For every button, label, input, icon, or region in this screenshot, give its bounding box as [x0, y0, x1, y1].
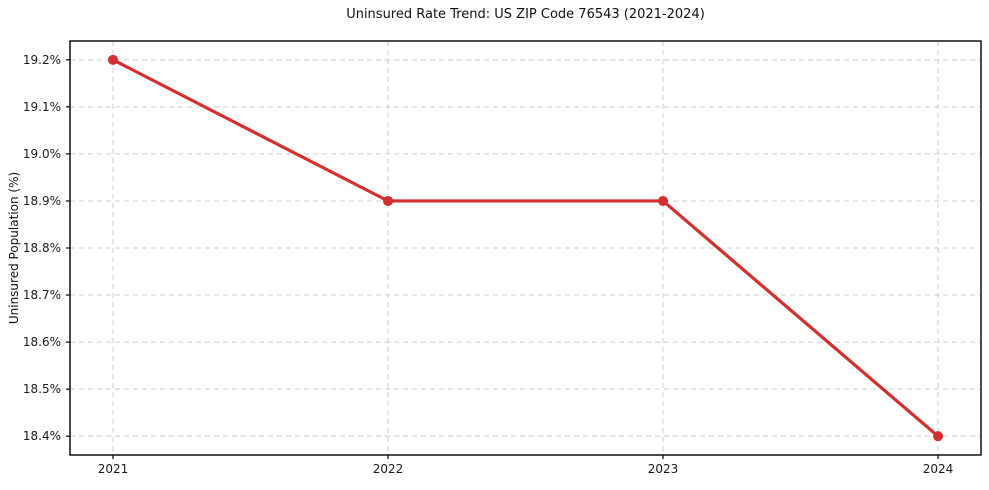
data-point-marker [658, 195, 668, 206]
data-point-marker [108, 54, 118, 65]
y-tick-label: 19.1% [23, 100, 61, 114]
x-tick-label: 2022 [373, 462, 404, 476]
trend-line [111, 58, 940, 438]
y-tick-label: 19.0% [23, 147, 61, 161]
y-tick-label: 19.2% [23, 53, 61, 67]
y-tick-label: 18.8% [23, 241, 61, 255]
x-tick-label: 2023 [648, 462, 679, 476]
y-tick-label: 18.5% [23, 382, 61, 396]
x-tick-label: 2024 [923, 462, 954, 476]
chart-title: Uninsured Rate Trend: US ZIP Code 76543 … [346, 7, 705, 22]
x-tick-label: 2021 [98, 462, 129, 476]
data-point-marker [933, 431, 943, 442]
y-tick-label: 18.9% [23, 194, 61, 208]
y-tick-label: 18.4% [23, 429, 61, 443]
y-tick-label: 18.7% [23, 288, 61, 302]
y-tick-label: 18.6% [23, 335, 61, 349]
data-point-marker [383, 195, 393, 206]
